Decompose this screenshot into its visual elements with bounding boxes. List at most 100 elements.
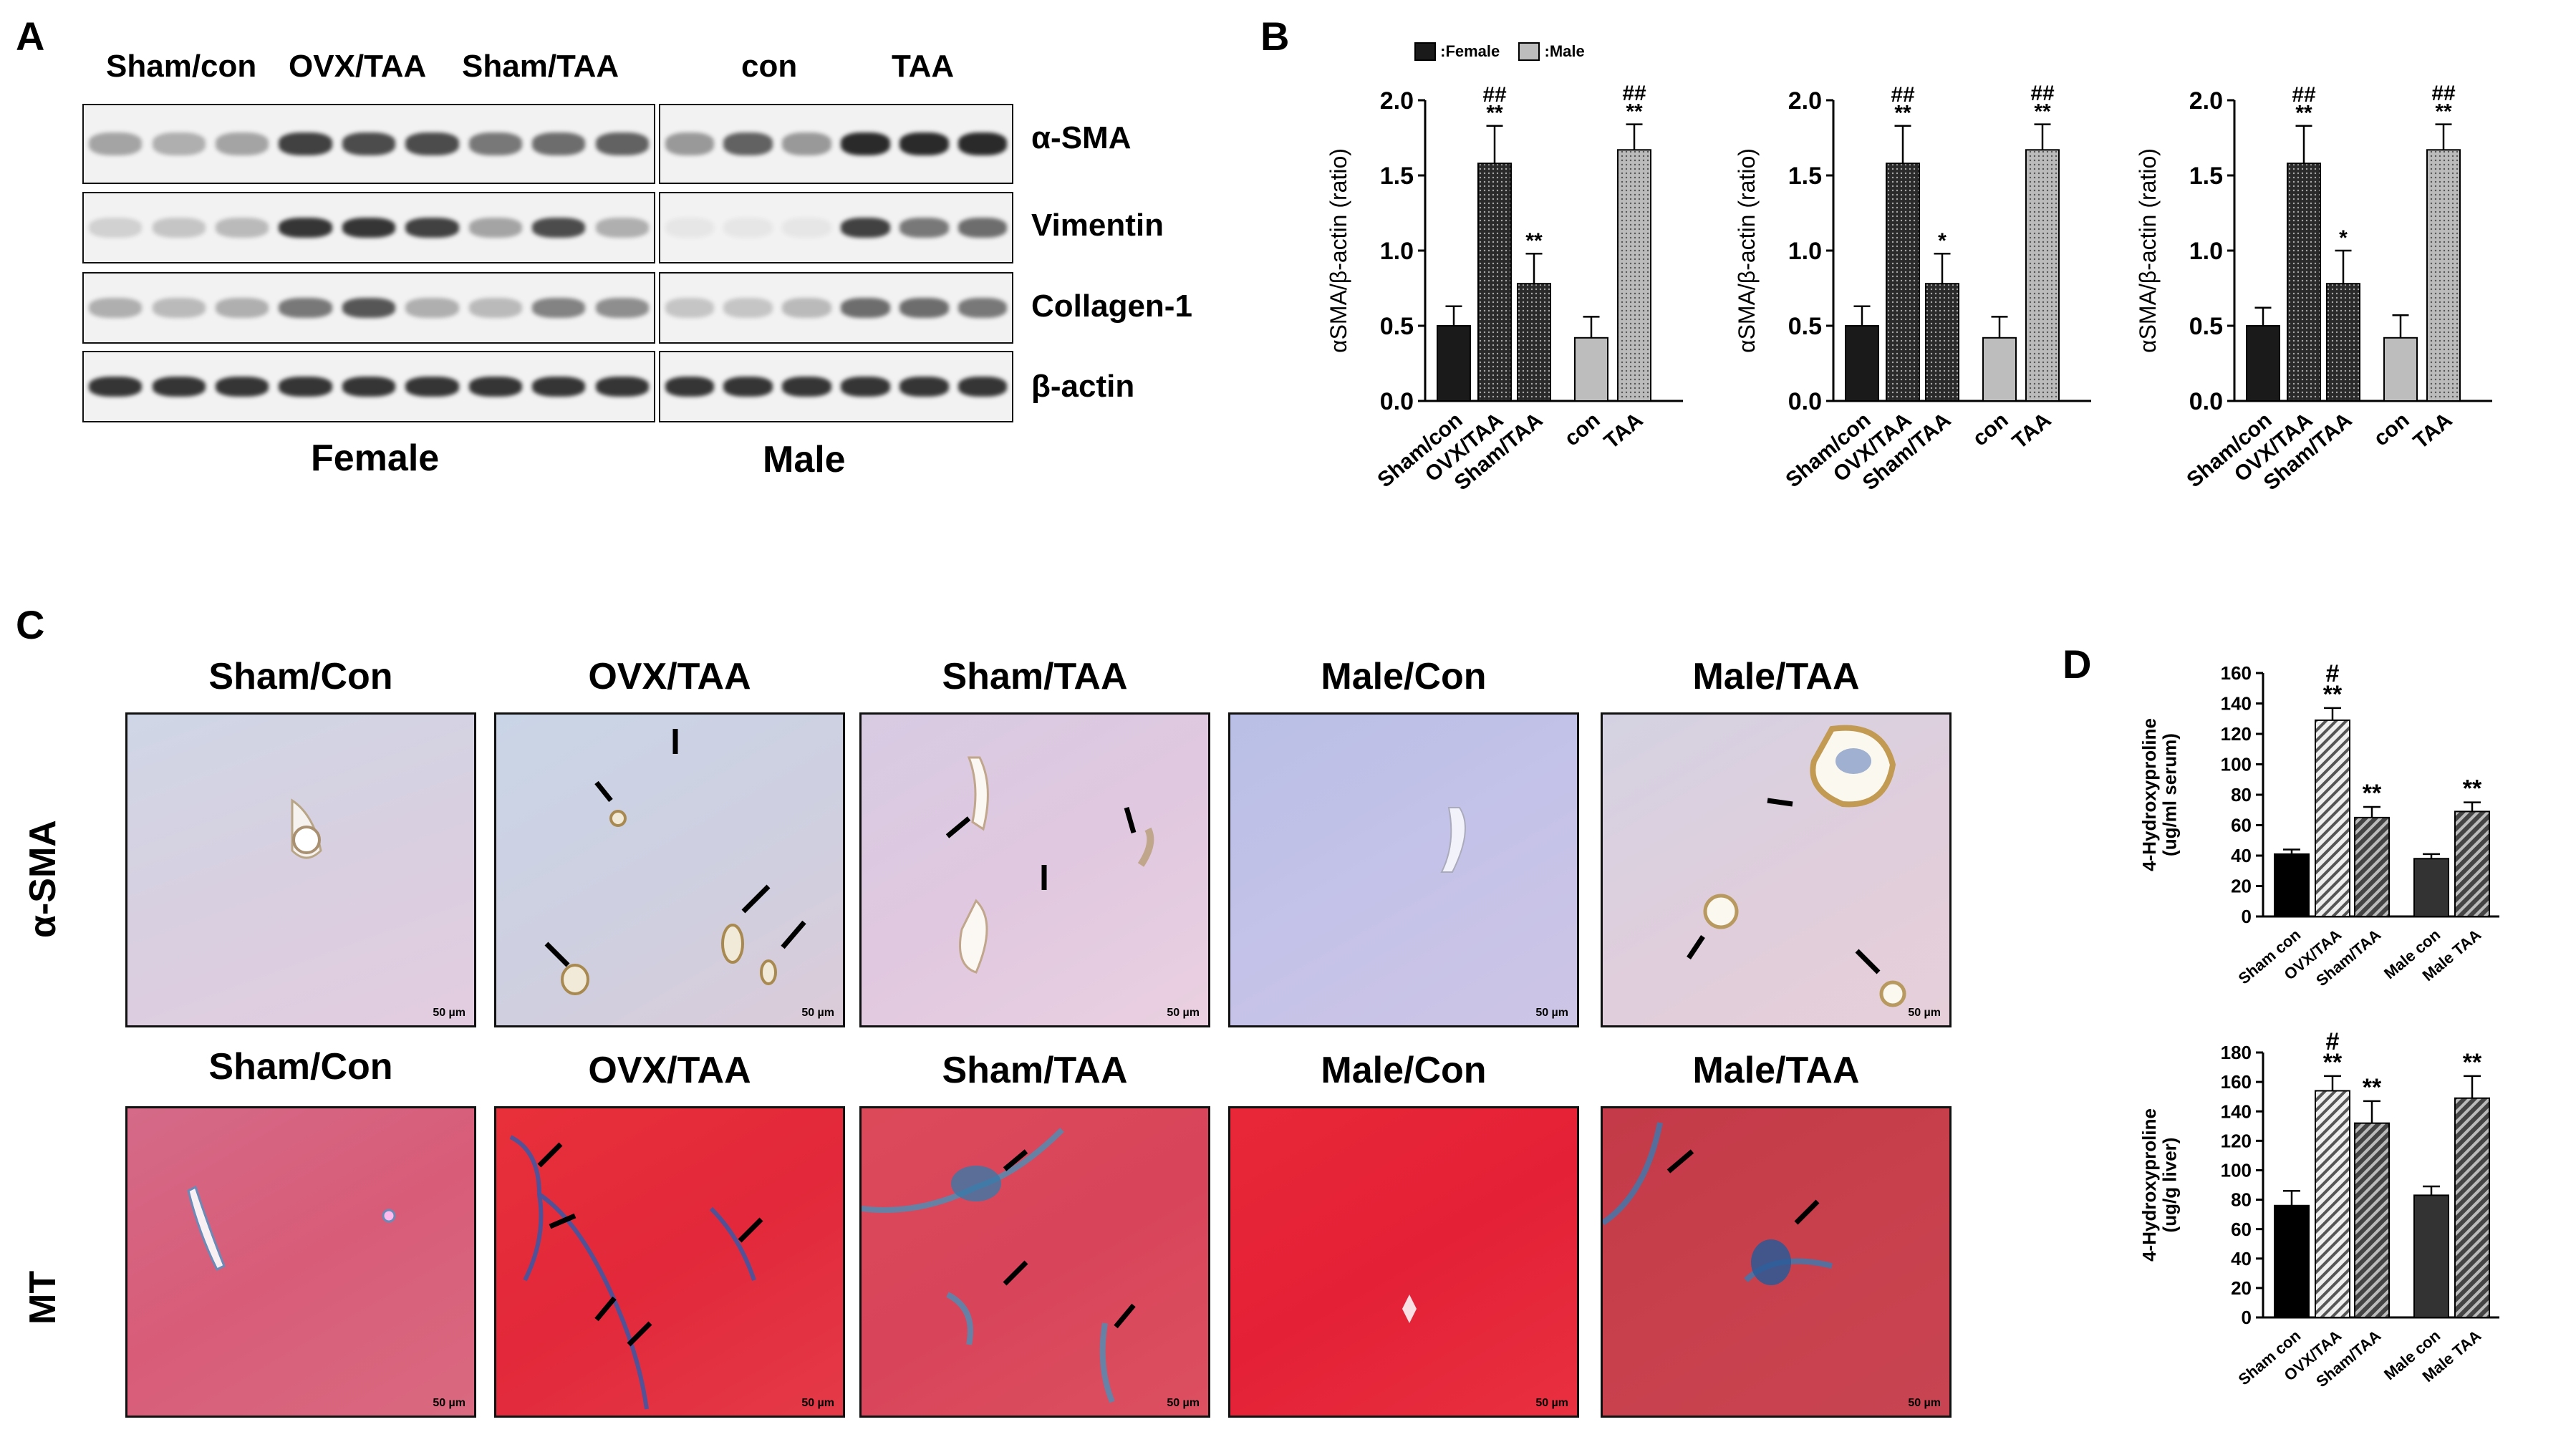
significance-label: ** <box>2463 1049 2482 1076</box>
blot-band <box>405 297 459 319</box>
y-tick-label: 60 <box>2231 1219 2252 1240</box>
significance-label: ** <box>2323 681 2343 708</box>
blot-female-vimentin <box>82 192 655 263</box>
category-label: TAA <box>2008 408 2056 453</box>
blot-male-vimentin <box>659 192 1013 263</box>
blot-band <box>342 297 396 319</box>
y-axis-label-line2: (ug/ml serum) <box>2158 733 2180 856</box>
micrograph-mt-ovx-taa: 50 µm <box>494 1106 845 1418</box>
group-label-male: Male <box>763 439 846 480</box>
chart-d2-hydroxyproline-liver: 0 20 40 60 80 100 120 140 160 180 4-Hydroxyproline… <box>2138 1028 2499 1390</box>
significance-label: ** <box>1626 100 1643 124</box>
blot-male-asma <box>659 104 1013 184</box>
blot-band <box>899 217 949 238</box>
blot-female-actin <box>82 351 655 422</box>
y-tick-label: 0 <box>2242 1307 2252 1328</box>
bar <box>2413 1194 2449 1318</box>
y-axis-label-line1: 4-Hydroxyproline <box>2138 1108 2160 1262</box>
significance-label: ** <box>2463 775 2482 803</box>
row-label-mt: MT <box>22 1270 64 1325</box>
bar <box>2383 337 2418 402</box>
blot-band <box>152 297 206 319</box>
significance-label: ## <box>1891 83 1915 107</box>
y-tick-label: 1.0 <box>1380 238 1414 265</box>
blot-band <box>215 297 269 319</box>
bar <box>1574 337 1608 402</box>
bar <box>2025 149 2060 402</box>
blot-band <box>89 217 143 238</box>
blot-band <box>279 132 332 156</box>
y-tick-label: 2.0 <box>2189 87 2223 115</box>
y-tick-label: 140 <box>2221 693 2252 715</box>
bar <box>1982 337 2017 402</box>
col-label-mt-male-taa: Male/TAA <box>1692 1050 1860 1091</box>
y-tick-label: 120 <box>2221 1130 2252 1151</box>
y-tick-label: 0.0 <box>1380 388 1414 415</box>
blot-band <box>215 217 269 238</box>
scale-bar: 50 µm <box>1167 1397 1200 1409</box>
y-tick-label: 140 <box>2221 1100 2252 1122</box>
significance-label: * <box>1938 229 1947 253</box>
bar <box>1845 325 1879 402</box>
blot-band <box>841 376 890 397</box>
col-label-mt-sham-taa: Sham/TAA <box>942 1050 1128 1091</box>
y-tick-label: 0.0 <box>2189 388 2223 415</box>
blot-band <box>405 132 459 156</box>
legend-label-male: :Male <box>1544 42 1585 61</box>
blot-band <box>468 297 523 319</box>
y-tick-label: 1.5 <box>2189 163 2223 190</box>
panel-letter-d: D <box>2063 642 2092 687</box>
micrograph-mt-sham-taa: 50 µm <box>859 1106 1210 1418</box>
bar <box>1617 149 1651 402</box>
scale-bar: 50 µm <box>801 1397 834 1409</box>
bar <box>1886 163 1920 402</box>
significance-label: # <box>2326 1028 2340 1055</box>
significance-label: ** <box>2323 1049 2343 1076</box>
band-label-vimentin: Vimentin <box>1031 208 1164 243</box>
blot-band <box>279 376 332 397</box>
significance-label: ** <box>1894 102 1911 125</box>
bar <box>2274 1204 2310 1318</box>
blot-band <box>899 297 949 319</box>
blot-band <box>468 217 523 238</box>
significance-label: ** <box>2295 102 2312 125</box>
y-tick-label: 20 <box>2231 876 2252 897</box>
col-label-mt-male-con: Male/Con <box>1321 1050 1487 1091</box>
blot-band <box>279 217 332 238</box>
blot-band <box>152 132 206 156</box>
legend-swatch-female <box>1414 42 1436 62</box>
y-axis-label: αSMA/β-actin (ratio) <box>1326 148 1351 353</box>
blot-band <box>152 376 206 397</box>
panel-letter-a: A <box>16 14 45 59</box>
scale-bar: 50 µm <box>1535 1007 1568 1019</box>
significance-label: ** <box>2034 100 2051 124</box>
blot-band <box>532 217 586 238</box>
y-tick-label: 80 <box>2231 784 2252 805</box>
y-tick-label: 1.5 <box>1380 163 1414 190</box>
scale-bar: 50 µm <box>1535 1397 1568 1409</box>
lane-label-sham-con: Sham/con <box>106 49 257 84</box>
significance-label: ** <box>1525 229 1543 253</box>
y-tick-label: 2.0 <box>1788 87 1822 115</box>
micrograph-asma-male-con: 50 µm <box>1228 712 1579 1027</box>
blot-band <box>957 376 1008 397</box>
blot-band <box>665 132 715 156</box>
blot-band <box>665 217 715 238</box>
bar <box>2454 811 2490 917</box>
blot-band <box>723 376 773 397</box>
blot-band <box>899 376 949 397</box>
blot-band <box>342 376 396 397</box>
micrograph-asma-ovx-taa: 50 µm <box>494 712 845 1027</box>
scale-bar: 50 µm <box>433 1397 465 1409</box>
blot-band <box>665 376 715 397</box>
significance-label: ** <box>2435 100 2452 124</box>
y-tick-label: 20 <box>2231 1277 2252 1299</box>
blot-band <box>841 132 890 156</box>
y-axis-label: αSMA/β-actin (ratio) <box>1734 148 1760 353</box>
blot-band <box>957 217 1008 238</box>
bar <box>1517 283 1551 402</box>
band-label-asma: α-SMA <box>1031 120 1132 155</box>
blot-band <box>532 132 586 156</box>
micrograph-mt-male-taa: 50 µm <box>1601 1106 1952 1418</box>
